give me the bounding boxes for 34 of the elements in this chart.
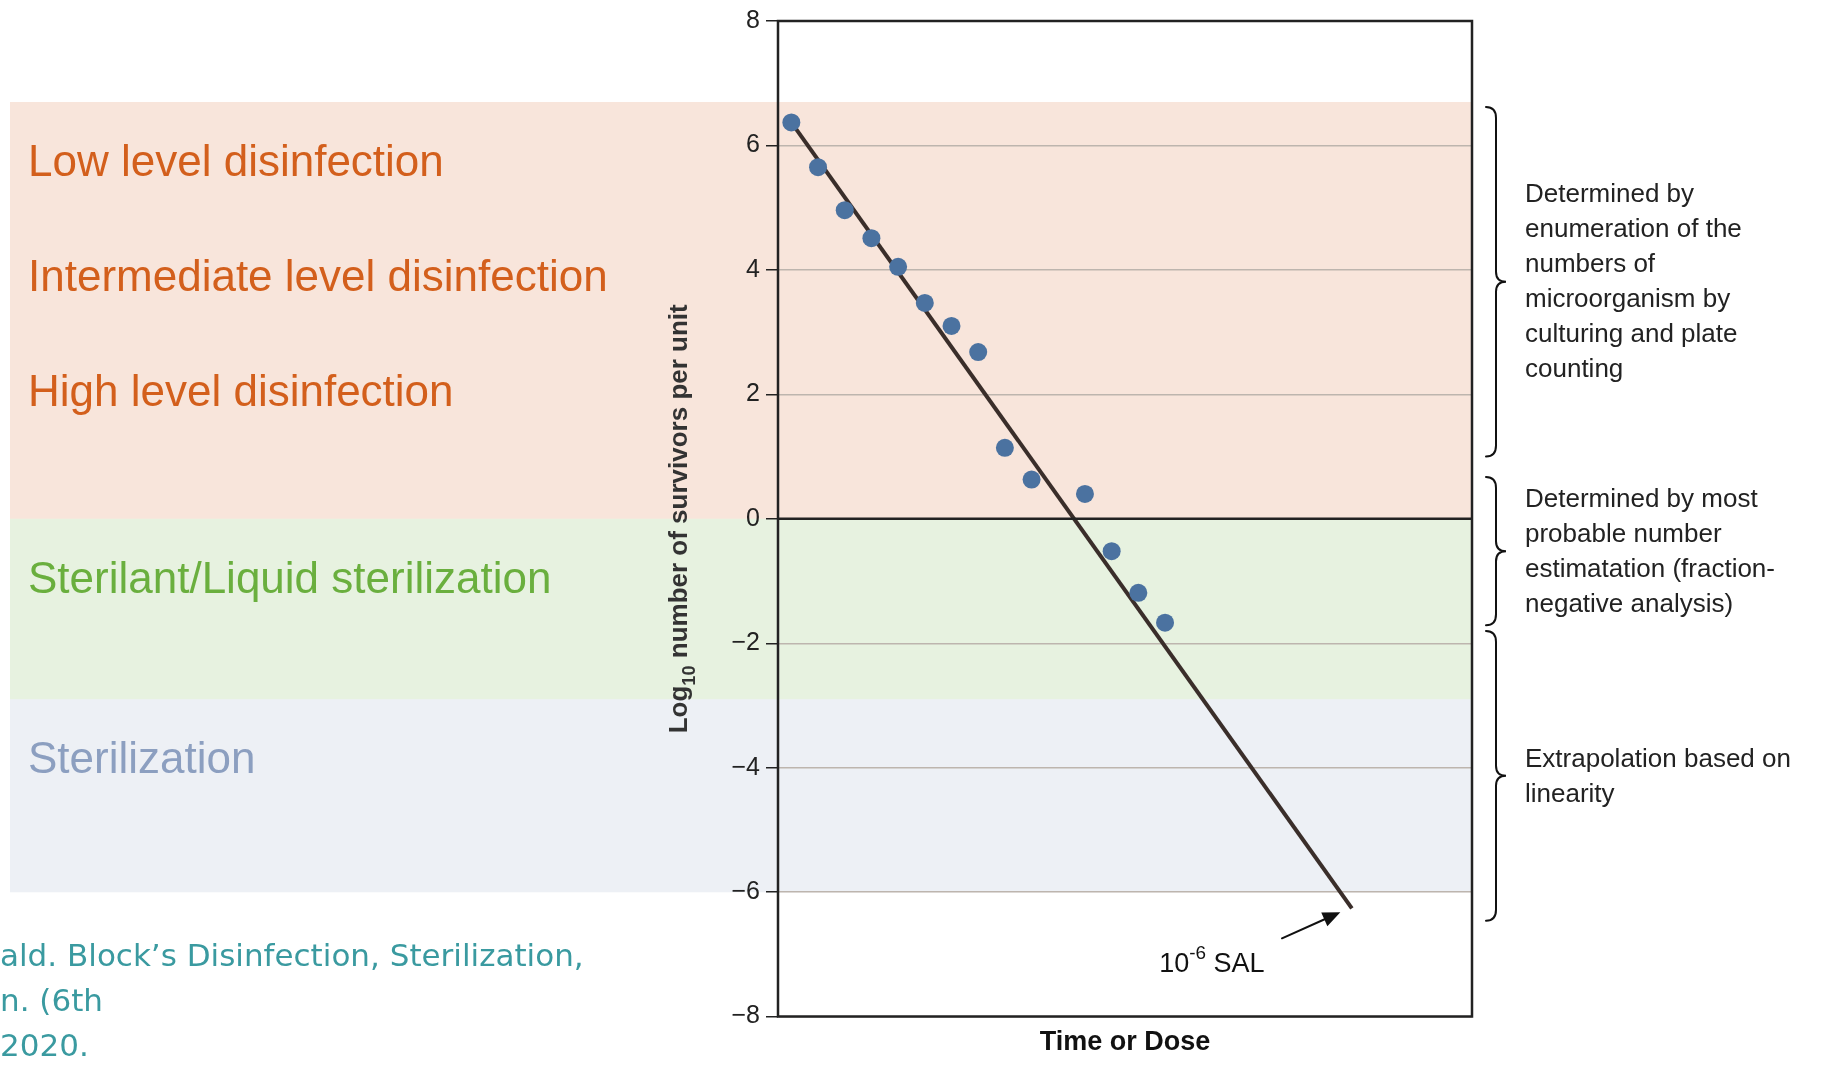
y-tick-label: −2 xyxy=(731,627,760,656)
y-tick-label: 6 xyxy=(746,129,760,158)
point xyxy=(835,201,854,220)
point xyxy=(1075,484,1094,503)
y-tick-label: 0 xyxy=(746,502,760,531)
y-tick-label: 2 xyxy=(746,378,760,407)
y-tick-label: −8 xyxy=(731,1000,760,1029)
point xyxy=(889,257,908,276)
point xyxy=(1102,542,1121,561)
text: 2020. xyxy=(0,1026,89,1063)
point xyxy=(1022,470,1041,489)
x-axis-title: Time or Dose xyxy=(1039,1026,1211,1057)
point xyxy=(782,113,801,132)
point xyxy=(969,343,988,362)
text: Determined by enumeration of the numbers of microorganism by culturing and plate counting xyxy=(1525,177,1743,386)
point xyxy=(1129,583,1148,602)
y-tick-label: −6 xyxy=(731,876,760,905)
band-label: Sterilization xyxy=(28,733,256,783)
point xyxy=(1156,613,1175,632)
text: Low level disinfection Intermediate level disinfection High level disinfection xyxy=(28,136,608,416)
y-axis-title: Log10 number of survivors per unit xyxy=(663,303,700,734)
point xyxy=(915,293,934,312)
y-tick-label: 8 xyxy=(746,4,760,33)
point xyxy=(995,438,1014,457)
band-label: Sterilant/Liquid sterilization xyxy=(28,552,552,602)
text: Extrapolation based on linearity xyxy=(1525,742,1792,811)
y-tick-label: 4 xyxy=(746,253,761,282)
text: ald. Block’s Disinfection, Sterilization, xyxy=(0,936,584,973)
text: n. (6th xyxy=(0,981,103,1018)
y-tick-label: −4 xyxy=(731,751,761,780)
text: Determined by most probable number estimatation (fraction-negative analysis) xyxy=(1525,482,1776,621)
point xyxy=(942,316,961,335)
point xyxy=(809,158,828,177)
point xyxy=(862,229,881,248)
